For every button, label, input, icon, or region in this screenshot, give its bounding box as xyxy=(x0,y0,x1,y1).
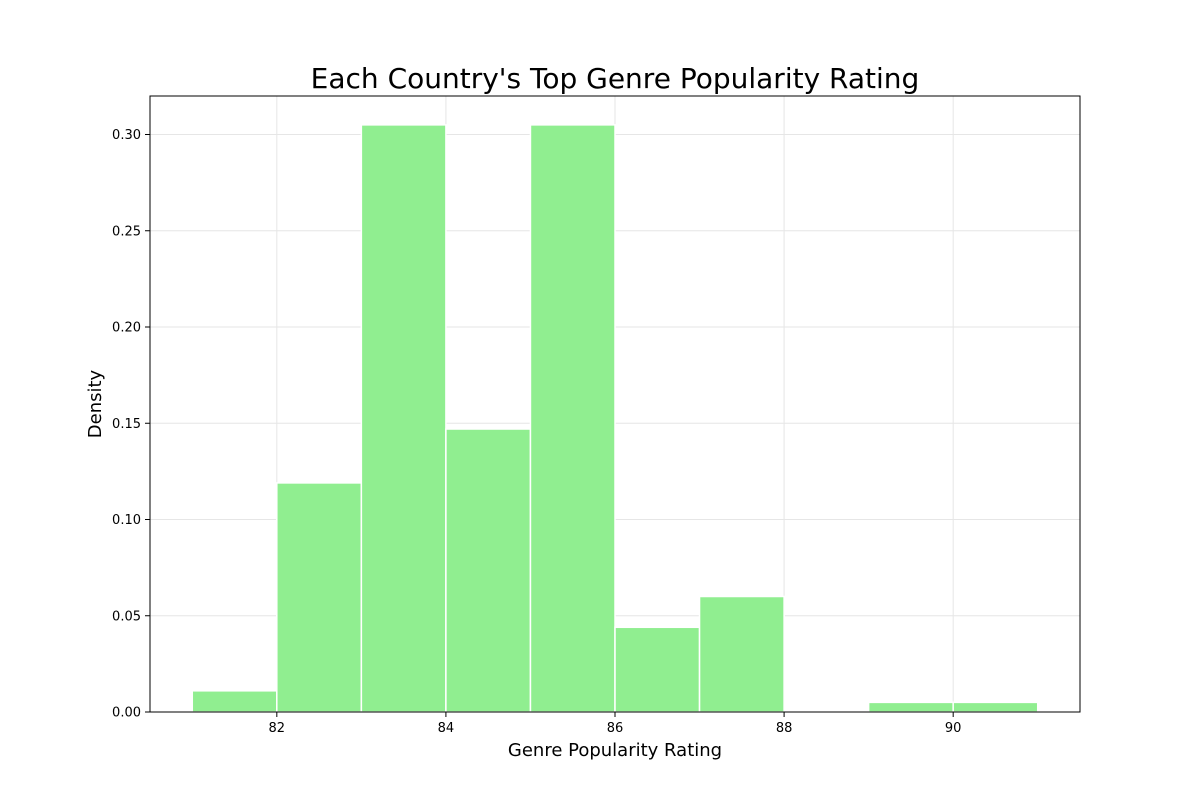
histogram-bar xyxy=(614,626,701,713)
x-tick-label: 86 xyxy=(607,721,624,736)
x-axis-label: Genre Popularity Rating xyxy=(508,740,722,761)
histogram-bar xyxy=(276,482,363,713)
y-tick-label: 0.05 xyxy=(112,609,141,624)
histogram-bar xyxy=(445,428,532,713)
x-axis-ticks: 82 84 86 88 90 xyxy=(269,712,962,736)
y-axis-ticks: 0.00 0.05 0.10 0.15 0.20 0.25 0.30 xyxy=(112,128,150,721)
chart-title: Each Country's Top Genre Popularity Rati… xyxy=(311,62,920,95)
y-tick-label: 0.15 xyxy=(112,417,141,432)
y-tick-label: 0.20 xyxy=(112,321,141,336)
y-tick-label: 0.30 xyxy=(112,128,141,143)
histogram-bar xyxy=(952,701,1039,713)
histogram-bar xyxy=(360,124,447,713)
x-tick-label: 82 xyxy=(269,721,286,736)
x-tick-label: 88 xyxy=(776,721,793,736)
bars xyxy=(191,124,1039,713)
histogram-bar xyxy=(698,595,785,713)
y-axis-label: Density xyxy=(85,369,106,438)
histogram-bar xyxy=(191,690,278,713)
y-tick-label: 0.10 xyxy=(112,513,141,528)
x-tick-label: 84 xyxy=(438,721,455,736)
histogram-bar xyxy=(867,701,954,713)
histogram-bar xyxy=(529,124,616,713)
x-tick-label: 90 xyxy=(945,721,962,736)
y-tick-label: 0.00 xyxy=(112,706,141,721)
y-tick-label: 0.25 xyxy=(112,224,141,239)
